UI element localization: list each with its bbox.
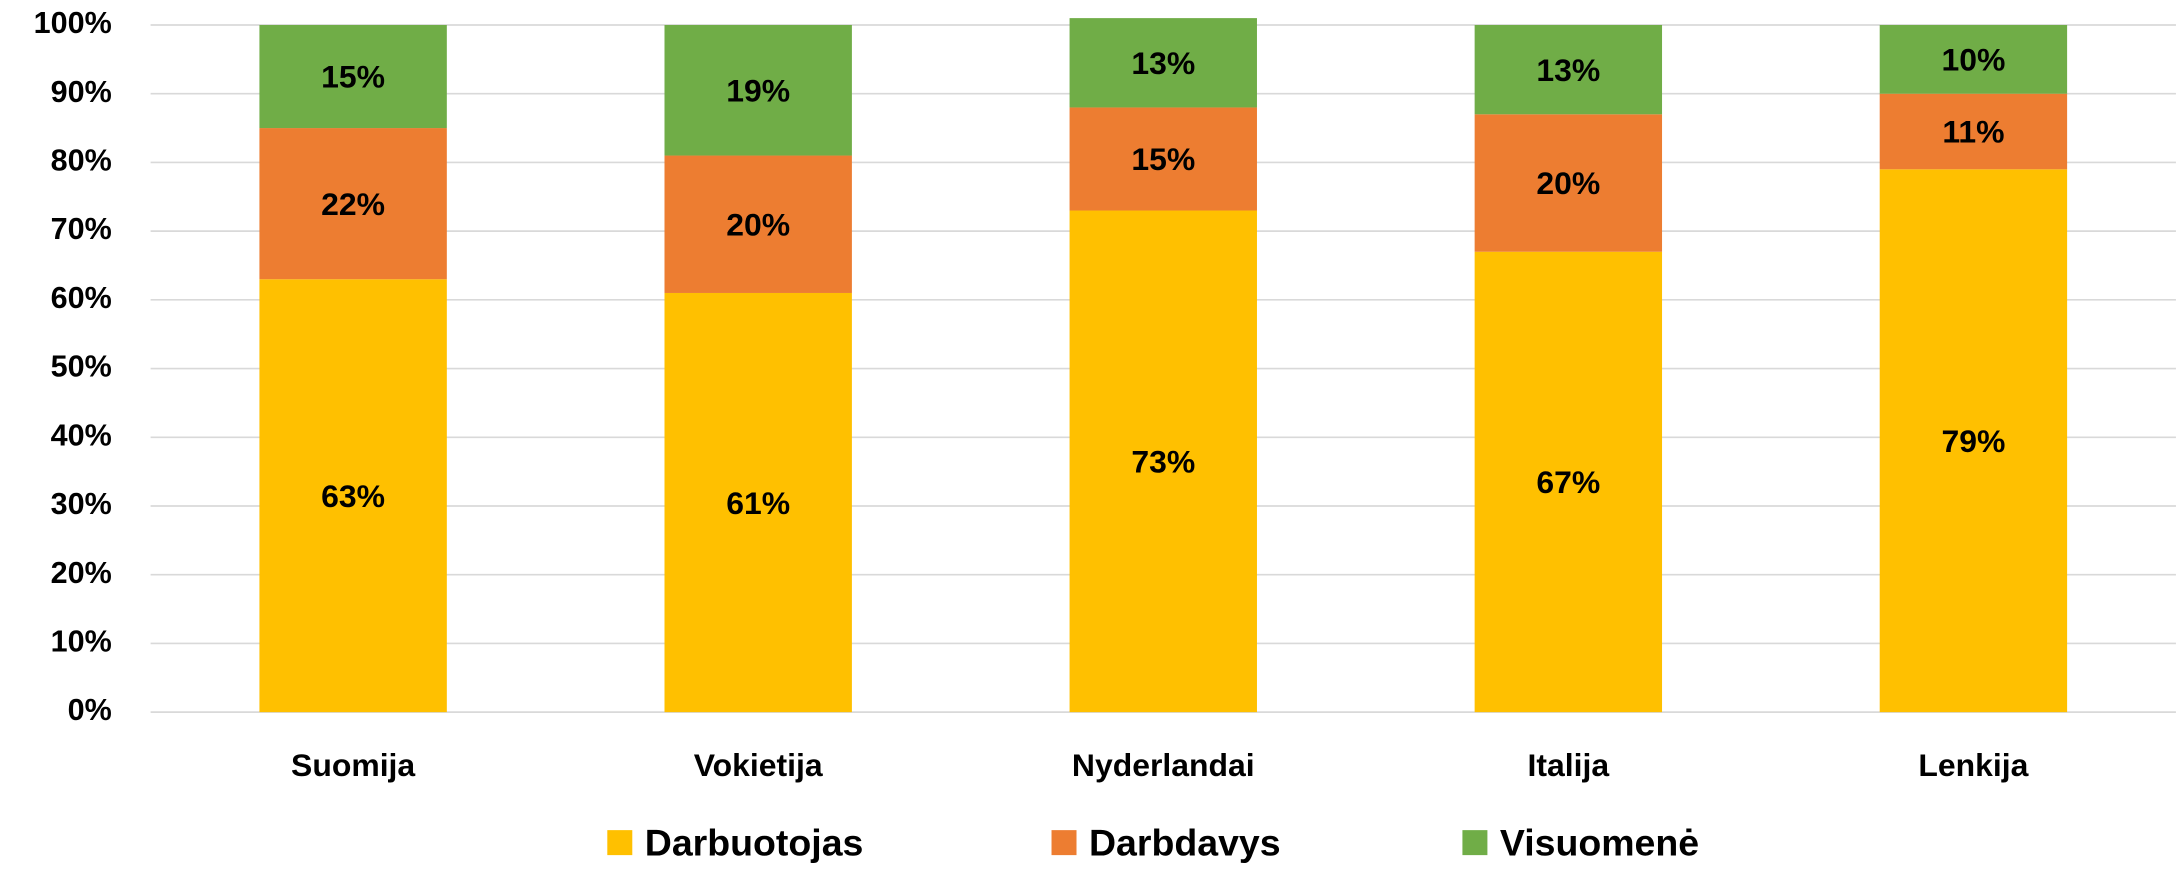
y-tick-label: 100% [34, 6, 112, 40]
y-tick-label: 90% [51, 75, 112, 109]
x-tick-label: Italija [1528, 747, 1610, 783]
data-label: 63% [321, 478, 385, 514]
y-tick-label: 10% [51, 624, 112, 658]
bar-segment [1474, 24, 1663, 115]
data-label: 10% [1941, 42, 2005, 78]
data-label: 11% [1942, 114, 2004, 150]
bar-segment [1879, 93, 2068, 170]
legend-label: Darbuotojas [645, 821, 864, 863]
y-tick-label: 0% [68, 693, 112, 727]
data-label: 79% [1941, 423, 2005, 459]
bar-segment [1474, 251, 1663, 713]
bar-segment [259, 128, 447, 280]
data-label: 22% [321, 186, 385, 222]
data-label: 20% [1536, 165, 1600, 201]
data-label: 15% [321, 59, 385, 95]
data-label: 67% [1536, 464, 1600, 500]
y-tick-label: 80% [51, 143, 112, 177]
bar-segment [1069, 18, 1257, 108]
y-tick-label: 70% [51, 212, 112, 246]
data-label: 61% [726, 485, 790, 521]
x-tick-label: Suomija [291, 747, 415, 783]
y-tick-label: 40% [51, 418, 112, 452]
data-label: 15% [1131, 141, 1195, 177]
data-label: 73% [1131, 444, 1195, 480]
bar-segment [1474, 114, 1663, 252]
bar-segment [1069, 107, 1257, 211]
data-label: 13% [1131, 45, 1195, 81]
data-label: 13% [1536, 52, 1600, 88]
legend-swatch [1051, 830, 1077, 856]
bar-segment [1879, 169, 2068, 713]
bar-segment [664, 24, 852, 156]
y-tick-label: 50% [51, 350, 112, 384]
x-tick-label: Nyderlandai [1072, 747, 1255, 783]
x-tick-label: Lenkija [1918, 747, 2028, 783]
bar-segment [664, 155, 852, 293]
y-tick-label: 20% [51, 556, 112, 590]
bar-segment [664, 292, 852, 713]
legend-swatch [1462, 830, 1488, 856]
bar-segment [1879, 24, 2068, 94]
y-tick-label: 30% [51, 487, 112, 521]
data-label: 19% [726, 72, 790, 108]
legend-label: Visuomenė [1500, 821, 1699, 863]
x-tick-label: Vokietija [694, 747, 823, 783]
legend-swatch [607, 830, 633, 856]
bar-segment [259, 24, 447, 129]
legend-label: Darbdavys [1089, 821, 1281, 863]
bar-segment [259, 279, 447, 713]
data-label: 20% [726, 206, 790, 242]
y-tick-label: 60% [51, 281, 112, 315]
bar-segment [1069, 210, 1257, 713]
